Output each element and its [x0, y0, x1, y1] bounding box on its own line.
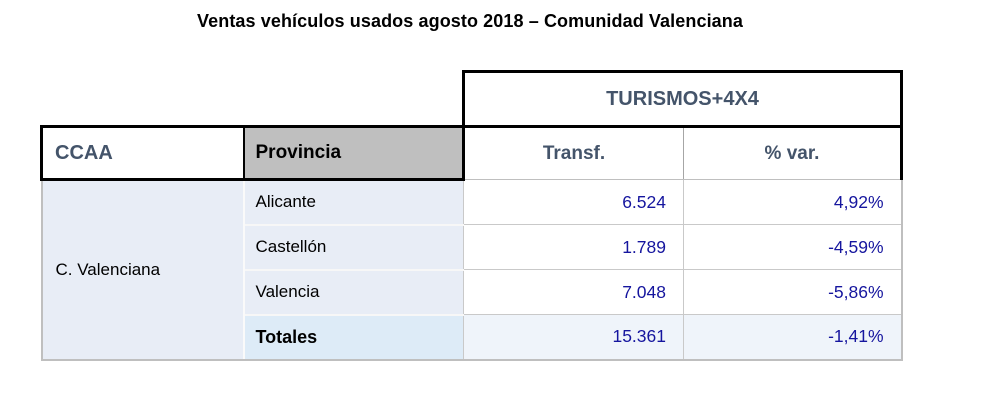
transf-value-cell: 6.524 — [463, 179, 684, 225]
var-column-header: % var. — [683, 126, 904, 180]
transf-column-header: Transf. — [463, 126, 684, 180]
totals-var-value-cell: -1,41% — [682, 314, 903, 361]
var-value-cell: -5,86% — [682, 269, 903, 315]
table-row-alicante: C. Valenciana Alicante 6.524 4,92% — [40, 179, 903, 361]
sales-table: TURISMOS+4X4 CCAA Provincia Transf. % va… — [40, 70, 904, 361]
group-header-row: TURISMOS+4X4 — [42, 70, 904, 128]
page-title: Ventas vehículos usados agosto 2018 – Co… — [197, 11, 743, 31]
column-header-row: CCAA Provincia Transf. % var. — [40, 125, 904, 181]
table-row-totales: Totales 15.361 -1,41% — [42, 314, 903, 361]
spacer-cell — [42, 72, 464, 127]
table-row-valencia: Valencia 7.048 -5,86% — [42, 269, 903, 316]
var-value-cell: -4,59% — [682, 224, 903, 270]
provincia-cell: Castellón — [243, 224, 464, 271]
transf-value-cell: 7.048 — [463, 269, 684, 315]
totals-label-cell: Totales — [243, 314, 464, 361]
table-row-castellon: Castellón 1.789 -4,59% — [42, 224, 903, 271]
group-header-cell: TURISMOS+4X4 — [461, 70, 904, 128]
transf-value-cell: 1.789 — [463, 224, 684, 270]
totals-transf-value-cell: 15.361 — [463, 314, 684, 361]
provincia-column-header: Provincia — [243, 125, 465, 181]
provincia-cell: Alicante — [243, 179, 464, 226]
var-value-cell: 4,92% — [682, 179, 903, 225]
ccaa-merged-cell: C. Valenciana — [40, 179, 245, 361]
provincia-cell: Valencia — [243, 269, 464, 316]
ccaa-column-header: CCAA — [40, 125, 245, 181]
